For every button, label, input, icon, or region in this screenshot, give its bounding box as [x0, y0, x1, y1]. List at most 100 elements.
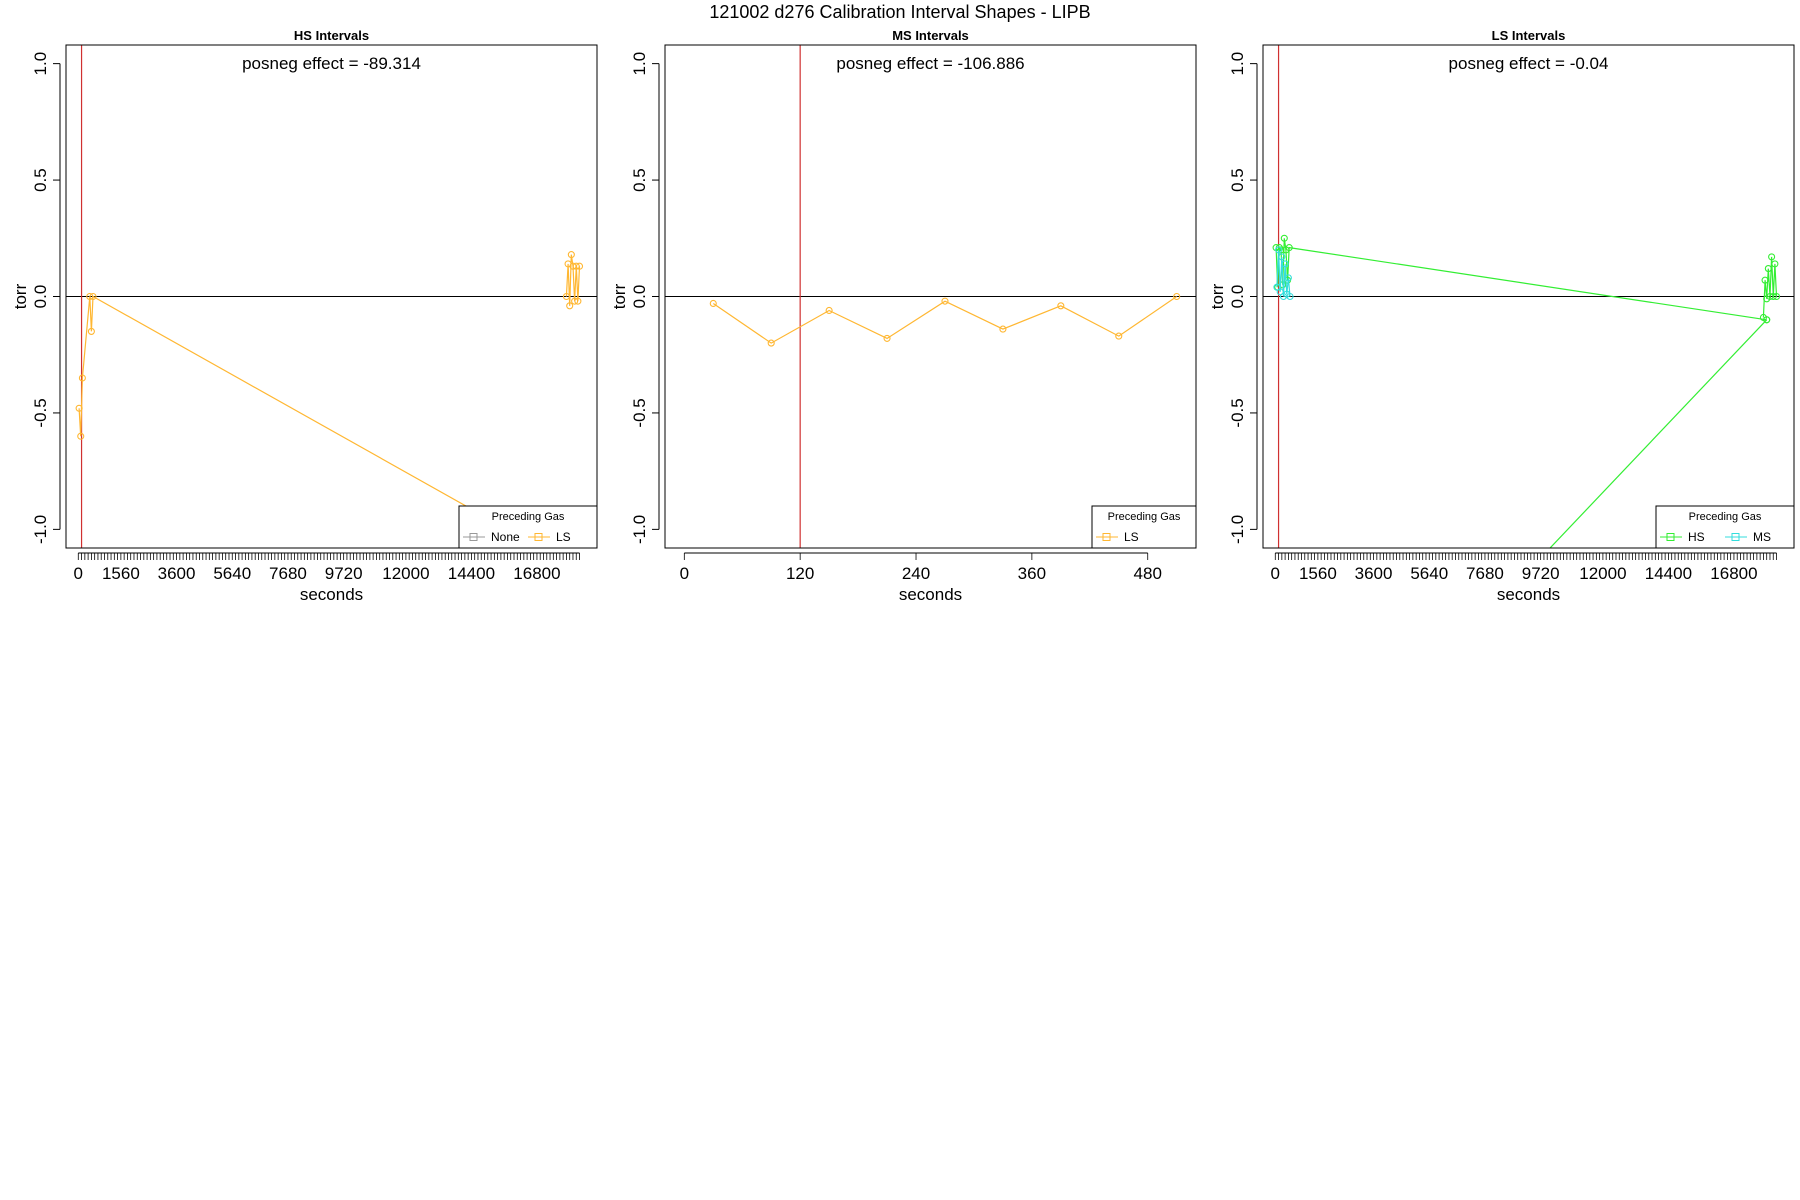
y-tick-label: 0.0 — [1228, 285, 1247, 309]
data-point — [1769, 292, 1777, 301]
x-tick-label: 9720 — [1522, 564, 1560, 583]
data-point — [1273, 283, 1281, 291]
legend-marker — [1102, 533, 1111, 541]
plot-area — [66, 45, 597, 567]
data-point — [566, 302, 574, 310]
data-point — [1285, 244, 1293, 252]
data-point — [1771, 260, 1779, 268]
plot-area — [665, 45, 1196, 548]
plot-title: HS Intervals — [294, 28, 369, 43]
legend-marker — [1666, 533, 1675, 541]
data-point — [86, 292, 94, 301]
y-tick-label: -1.0 — [630, 515, 649, 544]
legend: Preceding Gas HS MS — [1655, 505, 1795, 549]
data-point — [574, 297, 582, 305]
x-tick-label: 16800 — [1710, 564, 1757, 583]
data-point — [75, 404, 83, 412]
data-point — [89, 292, 97, 301]
data-point — [1768, 253, 1776, 261]
legend-box — [458, 505, 598, 549]
y-axis-label: torr — [1208, 283, 1227, 309]
data-point — [1173, 292, 1181, 301]
x-tick-label: 14400 — [448, 564, 495, 583]
data-point — [1759, 313, 1767, 322]
data-point — [569, 262, 577, 270]
legend: Preceding Gas None LS — [458, 505, 598, 549]
data-point — [999, 325, 1007, 333]
data-point — [1278, 253, 1286, 261]
y-tick-label: 1.0 — [630, 52, 649, 76]
y-tick-label: -0.5 — [630, 398, 649, 427]
x-tick-label: 120 — [786, 564, 814, 583]
y-tick-label: 1.0 — [1228, 52, 1247, 76]
data-point — [709, 299, 717, 308]
plot-title: MS Intervals — [892, 28, 969, 43]
x-tick-label: 9720 — [325, 564, 363, 583]
plot-frame — [664, 44, 1197, 549]
x-tick-label: 1560 — [1299, 564, 1337, 583]
y-tick-label: 0.5 — [630, 168, 649, 192]
y-tick-label: -1.0 — [31, 515, 50, 544]
data-point — [1764, 265, 1772, 273]
x-tick-label: 7680 — [1466, 564, 1504, 583]
plot-frame — [1262, 44, 1795, 549]
data-point — [571, 297, 579, 305]
data-point — [1281, 260, 1289, 268]
series-line-ms — [1276, 249, 1291, 297]
data-point — [1275, 246, 1283, 254]
plot-panel-3: LS Intervals posneg effect = -0.04 0 1560 36… — [1208, 28, 1795, 604]
data-point — [1280, 234, 1288, 242]
legend-marker — [1731, 533, 1740, 541]
x-tick-label: 7680 — [269, 564, 307, 583]
data-point — [567, 561, 573, 567]
x-axis-label: seconds — [899, 585, 962, 604]
y-axis-label: torr — [610, 283, 629, 309]
x-tick-label: 360 — [1018, 564, 1046, 583]
legend-entry-label: None — [491, 530, 520, 544]
series-line-hs — [1549, 319, 1768, 548]
posneg-annotation: posneg effect = -0.04 — [1449, 54, 1609, 73]
x-tick-label: 240 — [902, 564, 930, 583]
x-tick-label: 3600 — [158, 564, 196, 583]
legend-title: Preceding Gas — [492, 511, 565, 523]
data-point — [767, 339, 775, 347]
x-tick-label: 0 — [1271, 564, 1280, 583]
legend-box — [1655, 505, 1795, 549]
data-point — [1761, 276, 1769, 284]
data-point — [1115, 332, 1123, 340]
data-point — [1276, 288, 1284, 296]
legend-entry-label: MS — [1753, 530, 1771, 544]
data-point — [825, 306, 833, 315]
y-tick-label: 0.0 — [630, 285, 649, 309]
y-tick-label: 1.0 — [31, 52, 50, 76]
x-tick-label: 12000 — [1579, 564, 1626, 583]
legend-marker — [469, 533, 478, 541]
series-line-hs — [1275, 238, 1767, 321]
plot-area — [1263, 45, 1794, 548]
x-tick-label: 1560 — [102, 564, 140, 583]
data-point — [1766, 292, 1774, 301]
x-tick-label: 16800 — [513, 564, 560, 583]
legend-title: Preceding Gas — [1108, 511, 1181, 523]
y-tick-label: 0.5 — [31, 168, 50, 192]
y-axis-label: torr — [11, 283, 30, 309]
plot-title: LS Intervals — [1492, 28, 1566, 43]
posneg-annotation: posneg effect = -89.314 — [242, 54, 421, 73]
x-tick-label: 3600 — [1355, 564, 1393, 583]
data-point — [575, 262, 584, 270]
data-point — [941, 297, 949, 305]
data-point — [567, 251, 575, 259]
legend-entry-label: HS — [1688, 530, 1705, 544]
legend-marker — [534, 533, 543, 541]
plot-panel-2: MS Intervals posneg effect = -106.886 0 120… — [610, 28, 1197, 604]
x-tick-label: 12000 — [382, 564, 429, 583]
legend-title: Preceding Gas — [1689, 511, 1762, 523]
posneg-annotation: posneg effect = -106.886 — [836, 54, 1024, 73]
plot-frame — [65, 44, 598, 549]
x-tick-label: 480 — [1134, 564, 1162, 583]
x-axis-label: seconds — [1497, 585, 1560, 604]
data-point — [77, 432, 85, 440]
data-point — [883, 334, 891, 342]
y-tick-label: 0.5 — [1228, 168, 1247, 192]
